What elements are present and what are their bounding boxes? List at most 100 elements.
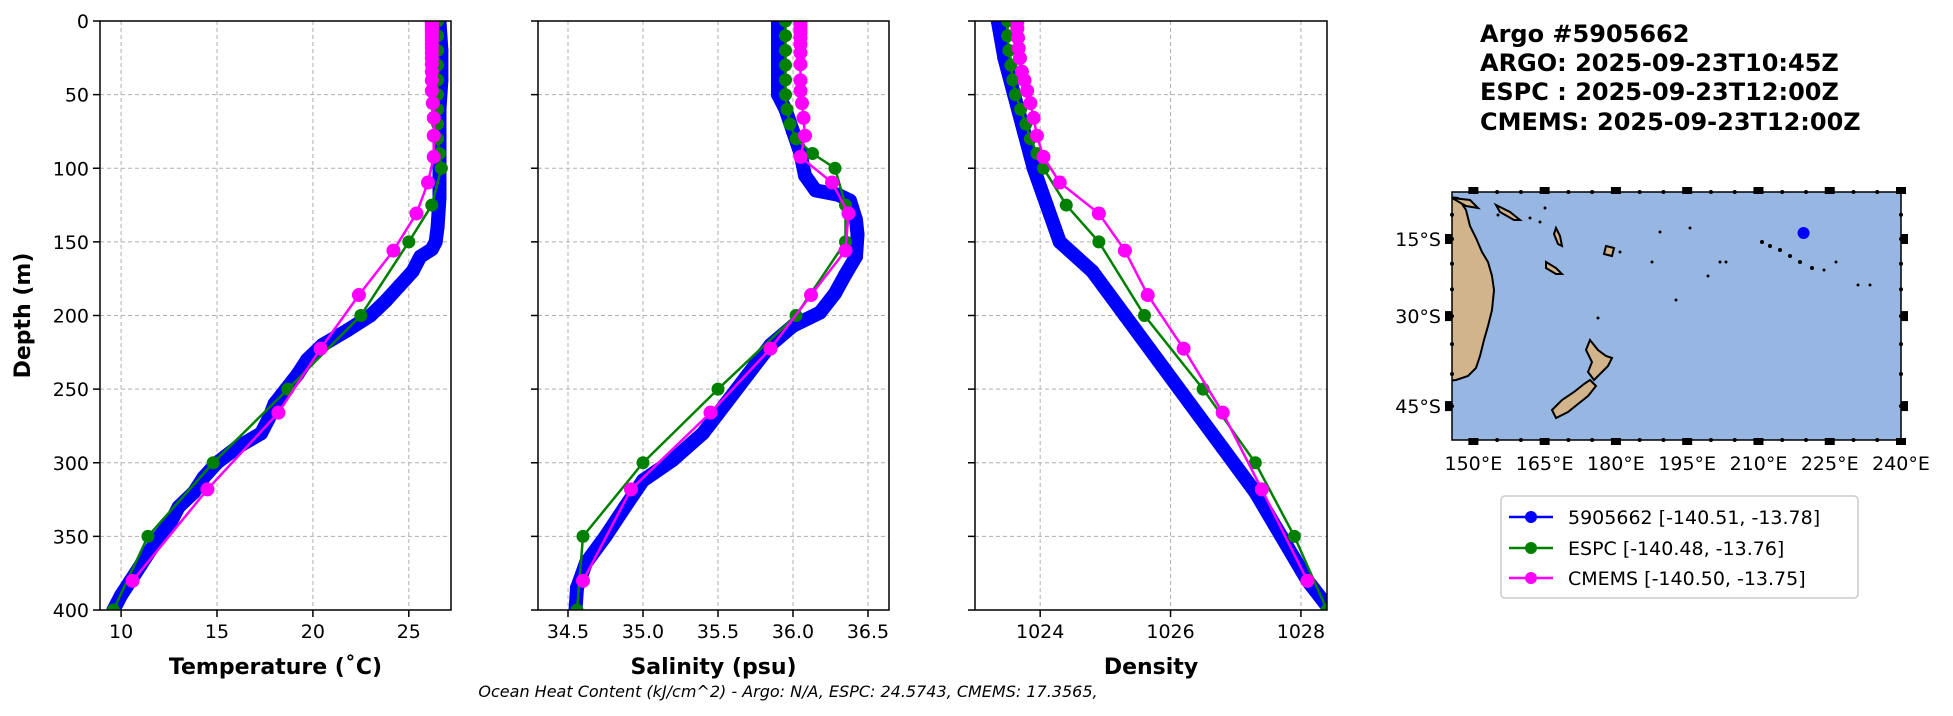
data-point-argo: [196, 470, 211, 485]
y-tick-label: 200: [53, 306, 89, 328]
data-point-espc: [1006, 73, 1020, 87]
map-minor-tick: [1875, 438, 1880, 442]
map-lon-label: 240°E: [1872, 453, 1930, 475]
map-minor-tick: [1518, 190, 1523, 194]
map-minor-tick: [1685, 190, 1690, 194]
data-point-cmems: [1254, 482, 1269, 497]
data-point-argo: [718, 396, 733, 411]
data-point-cmems: [804, 288, 818, 303]
y-tick-label: 400: [53, 600, 89, 622]
map-axis-ticks: 150°E 165°E 180°E 195°E 210°E 225°E 240°E 15°S 3…: [1395, 187, 1930, 475]
data-point-cmems: [1215, 405, 1230, 420]
map-minor-tick: [1803, 190, 1808, 194]
map-lon-label: 150°E: [1444, 453, 1502, 475]
data-point-espc: [141, 529, 155, 543]
y-tick-label: 50: [65, 85, 89, 107]
data-point-espc: [636, 456, 650, 470]
map-right-tick: [1901, 234, 1908, 244]
data-point-cmems: [793, 83, 808, 98]
map-minor-tick: [1590, 190, 1595, 194]
x-tick-label: 36.0: [772, 621, 814, 643]
data-point-espc: [1287, 529, 1301, 543]
y-tick-label: 250: [53, 379, 89, 401]
map-minor-tick: [1450, 212, 1454, 217]
x-tick-label: 1024: [1016, 621, 1064, 643]
data-point-argo: [363, 308, 378, 323]
data-point-espc: [1008, 88, 1022, 102]
map-lat-label: 15°S: [1395, 229, 1441, 251]
data-point-argo: [152, 529, 167, 544]
data-point-argo: [828, 286, 842, 301]
legend-entry-argo: 5905662 [-140.51, -13.78]: [1509, 507, 1820, 529]
data-point-cmems: [1012, 51, 1027, 66]
map-minor-tick: [1685, 438, 1690, 442]
data-point-espc: [779, 21, 792, 28]
x-tick-label: 25: [397, 621, 421, 643]
data-point-argo: [424, 242, 439, 257]
data-point-espc: [779, 29, 792, 43]
map-minor-tick: [1450, 342, 1454, 347]
data-point-espc: [779, 43, 792, 57]
data-point-argo: [171, 499, 186, 514]
title-line-cmems-time: CMEMS: 2025-09-23T12:00Z: [1480, 108, 1861, 136]
x-axis-label: Salinity (psu): [630, 655, 796, 680]
x-tick-label: 15: [205, 621, 229, 643]
map-minor-tick: [1899, 287, 1903, 292]
map-ocean: [1452, 192, 1901, 440]
map-minor-tick: [1899, 190, 1903, 194]
data-point-cmems: [425, 96, 440, 111]
legend-box: [1500, 495, 1859, 599]
y-tick-label: 150: [53, 232, 89, 254]
data-point-argo: [1085, 264, 1100, 279]
profile-panels: 10 15 20 25050100150200250300350400Temperat…: [11, 11, 1328, 680]
map-minor-tick: [1875, 190, 1880, 194]
map-lon-label: 195°E: [1658, 453, 1716, 475]
map-minor-tick: [1590, 438, 1595, 442]
legend-entry-cmems: CMEMS [-140.50, -13.75]: [1509, 568, 1806, 590]
data-point-cmems: [424, 83, 439, 98]
map-minor-tick: [1471, 190, 1476, 194]
data-point-cmems: [1052, 175, 1067, 190]
australia-landmass: [1452, 196, 1496, 382]
map-lon-label: 165°E: [1516, 453, 1574, 475]
salinity-panel: 34.5 35.0 35.5 36.0 36.5 Salinity (psu): [531, 20, 890, 680]
data-point-cmems: [793, 73, 808, 88]
data-point-argo: [849, 249, 863, 264]
data-point-espc: [570, 603, 584, 610]
map-minor-tick: [1851, 190, 1856, 194]
map-minor-tick: [1708, 438, 1713, 442]
data-point-argo: [808, 183, 823, 198]
solomon-islands: [1493, 202, 1523, 221]
map-minor-tick: [1851, 438, 1856, 442]
x-tick-label: 1028: [1277, 621, 1325, 643]
data-point-cmems: [825, 175, 839, 190]
data-point-cmems: [1176, 341, 1191, 356]
data-point-argo: [186, 485, 201, 500]
data-point-cmems: [1117, 243, 1132, 258]
data-point-cmems: [703, 405, 718, 420]
data-point-cmems: [841, 206, 856, 221]
data-point-argo: [990, 21, 1005, 28]
data-point-cmems: [351, 288, 366, 303]
data-point-espc: [779, 88, 792, 102]
map-minor-tick: [1756, 190, 1761, 194]
map-minor-tick: [1827, 438, 1832, 442]
data-point-argo: [1183, 396, 1198, 411]
data-point-cmems: [1091, 206, 1106, 221]
x-axis-label: Density: [1104, 655, 1198, 680]
fiji: [1602, 244, 1616, 258]
map-minor-tick: [1450, 261, 1454, 266]
data-point-espc: [828, 161, 842, 175]
data-point-espc: [780, 102, 794, 116]
map-minor-tick: [1471, 438, 1476, 442]
map-minor-tick: [1780, 190, 1785, 194]
x-tick-label: 34.5: [547, 621, 589, 643]
data-point-cmems: [793, 149, 808, 164]
data-point-espc: [1014, 102, 1028, 116]
data-point-cmems: [796, 110, 811, 125]
data-point-argo: [696, 426, 710, 441]
data-point-espc: [1137, 309, 1151, 322]
y-tick-label: 300: [53, 453, 89, 475]
title-line-argo-time: ARGO: 2025-09-23T10:45Z: [1480, 49, 1839, 77]
